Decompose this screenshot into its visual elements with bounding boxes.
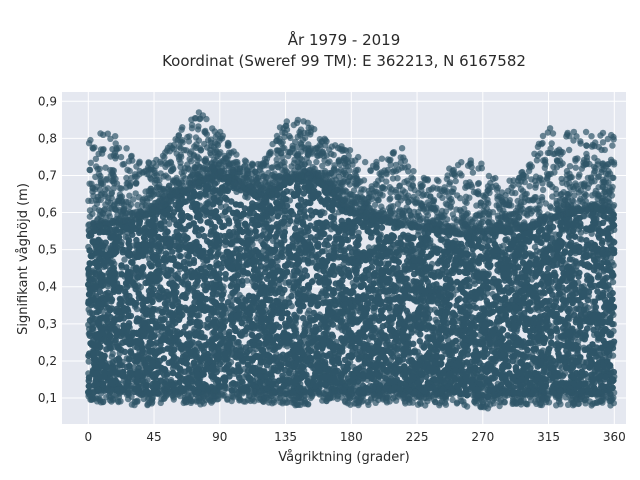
data-point — [123, 355, 131, 362]
data-point — [144, 377, 151, 384]
data-point — [578, 236, 585, 243]
data-point — [268, 215, 275, 222]
data-point — [108, 353, 116, 360]
data-point — [609, 278, 617, 286]
data-points — [85, 109, 618, 412]
data-point — [531, 243, 539, 251]
data-point — [243, 277, 251, 284]
data-point — [166, 220, 173, 228]
data-point — [85, 358, 92, 365]
data-point — [121, 256, 128, 263]
data-point — [469, 250, 476, 258]
